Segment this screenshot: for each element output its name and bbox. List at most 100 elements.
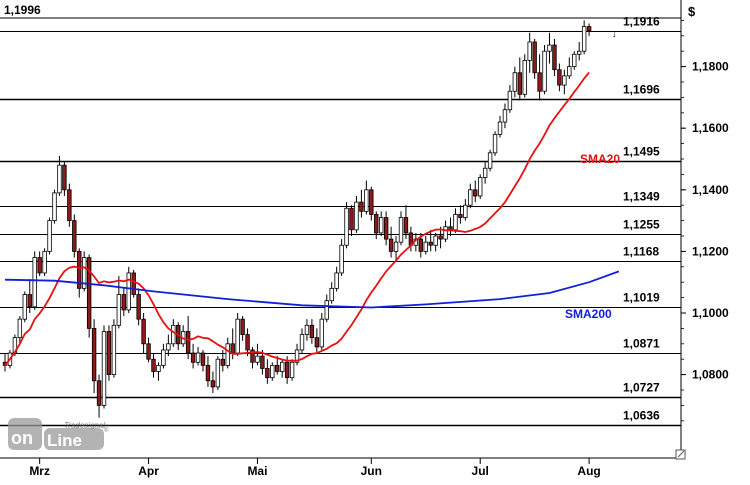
candle-body [497, 121, 503, 135]
sma20-label: SMA20 [580, 152, 620, 166]
svg-text:®: ® [104, 427, 109, 434]
candle-body [230, 343, 235, 354]
x-axis: Mrz Apr Mai Jun Jul Aug [29, 458, 601, 478]
candle-body [393, 241, 399, 252]
candle-body [245, 334, 250, 351]
price-level-label: 1,0727 [623, 381, 660, 395]
candle-body [354, 201, 359, 231]
candle-body [537, 72, 542, 92]
price-level-label: 1,1495 [623, 145, 660, 159]
candle-body [374, 214, 379, 234]
candle-body [37, 257, 42, 274]
candle-body [448, 226, 453, 231]
candle-body [284, 361, 290, 379]
candle-body [240, 318, 245, 335]
candle-body [557, 69, 562, 86]
candle-body [126, 272, 131, 311]
top-value-label: 1,1996 [4, 3, 41, 17]
candle-body [329, 287, 334, 302]
candle-body [270, 364, 275, 379]
candle-body [314, 337, 320, 348]
candle-body [586, 26, 592, 32]
candle-body [250, 349, 255, 363]
candle-body [265, 368, 270, 379]
candle-body [42, 250, 47, 274]
x-tick-label: Aug [577, 464, 600, 478]
moving-averages: SMA20 SMA200 ↓ [4, 29, 620, 366]
candle-body [433, 235, 438, 246]
candle-body [47, 220, 52, 252]
price-level-label: 1,0636 [623, 409, 660, 423]
candle-body [383, 217, 389, 240]
candle-body [210, 380, 216, 388]
candle-body [438, 235, 443, 240]
candle-body [275, 364, 280, 372]
candle-body [507, 90, 513, 111]
last-price-arrow-icon: ↓ [612, 29, 617, 39]
candle-body [477, 177, 483, 197]
candle-body [512, 72, 518, 92]
x-tick-label: Apr [138, 464, 159, 478]
candle-body [27, 294, 32, 308]
candle-body [166, 343, 171, 351]
y-tick-label: 1,1400 [692, 183, 729, 197]
candle-body [473, 189, 478, 197]
candle-body [468, 189, 473, 206]
candle-body [101, 331, 107, 406]
candle-body [111, 324, 117, 376]
price-level-label: 1,1255 [623, 218, 660, 232]
candle-body [200, 352, 206, 366]
candle-body [141, 318, 146, 345]
candle-body [185, 331, 191, 354]
candle-body [463, 204, 468, 218]
candle-body [482, 167, 488, 178]
sma20-line [4, 71, 590, 366]
price-level-label: 1,1349 [623, 190, 660, 204]
candle-body [146, 343, 151, 360]
candle-body [304, 324, 310, 335]
candle-body [324, 300, 329, 320]
price-level-label: 1,1168 [623, 245, 659, 259]
candle-body [453, 214, 458, 231]
svg-text:Tradesignal: Tradesignal [64, 421, 105, 430]
candle-body [72, 220, 77, 252]
candle-body [428, 241, 433, 246]
svg-text:Line: Line [47, 431, 82, 450]
x-tick-label: Mrz [29, 464, 50, 478]
candle-body [62, 164, 67, 191]
candle-body [443, 226, 448, 240]
candle-body [225, 343, 230, 366]
candle-body [532, 41, 537, 74]
y-tick-label: 1,1200 [692, 244, 729, 258]
candle-body [388, 238, 394, 252]
candle-body [458, 214, 463, 218]
candle-body [319, 318, 324, 348]
x-tick-label: Jul [472, 464, 489, 478]
price-level-label: 1,1019 [623, 291, 660, 305]
svg-text:on: on [11, 428, 33, 448]
candle-body [334, 272, 339, 289]
candle-body [299, 334, 305, 351]
candle-body [294, 349, 300, 363]
candle-body [82, 257, 87, 289]
candle-body [131, 272, 136, 295]
candle-body [577, 50, 582, 55]
price-level-label: 1,0871 [623, 337, 660, 351]
candle-body [492, 133, 498, 154]
candle-body [121, 294, 126, 311]
candle-body [423, 241, 428, 252]
candle-body [339, 244, 344, 274]
candle-body [32, 257, 37, 308]
candle-body [418, 238, 423, 252]
candle-body [572, 53, 577, 67]
tradesignal-online-logo: on Line Tradesignal ® [8, 418, 109, 450]
candle-body [67, 189, 72, 222]
resize-grip-icon[interactable] [675, 449, 686, 460]
candle-body [364, 189, 369, 212]
x-tick-label: Mai [247, 464, 267, 478]
candle-body [369, 189, 374, 215]
candle-body [77, 250, 82, 289]
candle-body [215, 358, 221, 388]
candle-body [86, 257, 92, 329]
